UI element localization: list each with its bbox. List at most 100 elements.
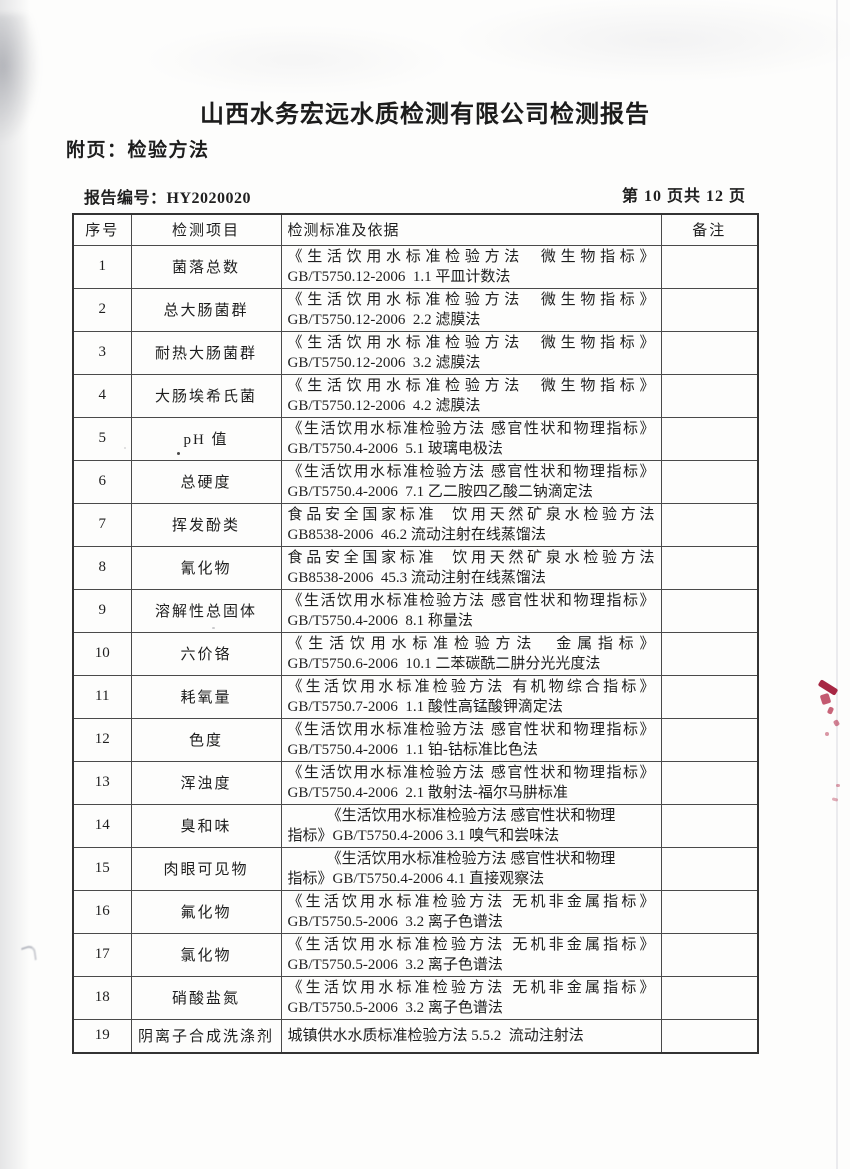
cell-remark bbox=[660, 545, 759, 590]
cell-standard: 《生活饮用水标准检验方法 感官性状和物理指标》 GB/T5750.4-2006 7… bbox=[280, 459, 662, 504]
cell-remark bbox=[660, 975, 759, 1020]
standard-text-line: GB8538-2006 46.2 流动注射在线蒸馏法 bbox=[287, 526, 546, 543]
cell-standard: 《生活饮用水标准检验方法 无机非金属指标》 GB/T5750.5-2006 3.2… bbox=[280, 975, 662, 1020]
appendix-subtitle: 附页：检验方法 bbox=[66, 140, 210, 161]
standard-text-line: GB8538-2006 45.3 流动注射在线蒸馏法 bbox=[287, 569, 546, 586]
cell-seq: 8 bbox=[72, 545, 132, 590]
cell-standard: 《生活饮用水标准检验方法 感官性状和物理指标》 GB/T5750.4-2006 8… bbox=[280, 588, 662, 633]
cell-seq: 11 bbox=[72, 674, 132, 719]
standard-text-line: GB/T5750.4-2006 8.1 称量法 bbox=[287, 612, 473, 629]
cell-standard: 《生活饮用水标准检验方法 金属指标》 GB/T5750.6-2006 10.1 二… bbox=[280, 631, 662, 676]
cell-remark bbox=[660, 889, 759, 934]
cell-seq: 4 bbox=[72, 373, 132, 418]
cell-remark bbox=[660, 717, 759, 762]
cell-item: 色度 bbox=[130, 717, 282, 762]
cell-seq: 2 bbox=[72, 287, 132, 332]
table-row: 12 色度 《生活饮用水标准检验方法 感官性状和物理指标》 GB/T5750.4-… bbox=[72, 717, 759, 762]
table-row: 18 硝酸盐氮 《生活饮用水标准检验方法 无机非金属指标》 GB/T5750.5-… bbox=[72, 975, 759, 1020]
cell-remark bbox=[660, 674, 759, 719]
cell-item: 硝酸盐氮 bbox=[130, 975, 282, 1020]
cell-remark bbox=[660, 588, 759, 633]
cell-item: 六价铬 bbox=[130, 631, 282, 676]
standard-text-line: 食品安全国家标准 饮用天然矿泉水检验方法 bbox=[287, 506, 655, 523]
table-row: 5 pH 值 《生活饮用水标准检验方法 感官性状和物理指标》 GB/T5750.4… bbox=[72, 416, 759, 461]
standard-text-line: 《生活饮用水标准检验方法 金属指标》 bbox=[287, 635, 655, 652]
col-header-remark: 备注 bbox=[660, 213, 759, 246]
standard-text-line: GB/T5750.4-2006 2.1 散射法-福尔马肼标准 bbox=[287, 784, 568, 801]
cell-item: 菌落总数 bbox=[130, 244, 282, 289]
cell-seq: 1 bbox=[72, 244, 132, 289]
table-row: 10 六价铬 《生活饮用水标准检验方法 金属指标》 GB/T5750.6-2006… bbox=[72, 631, 759, 676]
cell-seq: 3 bbox=[72, 330, 132, 375]
cell-item: 肉眼可见物 bbox=[130, 846, 282, 891]
cell-item: 氯化物 bbox=[130, 932, 282, 977]
cell-seq: 18 bbox=[72, 975, 132, 1020]
cell-item: 总硬度 bbox=[130, 459, 282, 504]
standard-text-line: 《生活饮用水标准检验方法 感官性状和物理 bbox=[326, 807, 616, 824]
standard-text-line: GB/T5750.4-2006 7.1 乙二胺四乙酸二钠滴定法 bbox=[287, 483, 593, 500]
table-row: 2 总大肠菌群 《生活饮用水标准检验方法 微生物指标》 GB/T5750.12-2… bbox=[72, 287, 759, 332]
standard-text-line: GB/T5750.12-2006 1.1 平皿计数法 bbox=[287, 268, 511, 285]
standard-text-line: 指标》GB/T5750.4-2006 4.1 直接观察法 bbox=[287, 870, 545, 887]
standard-text-line: 《生活饮用水标准检验方法 感官性状和物理指标》 bbox=[287, 764, 655, 781]
cell-item: 臭和味 bbox=[130, 803, 282, 848]
scan-page-edge-line bbox=[836, 0, 838, 1169]
standard-text-line: 《生活饮用水标准检验方法 感官性状和物理指标》 bbox=[287, 721, 655, 738]
standard-text-line: 《生活饮用水标准检验方法 微生物指标》 bbox=[287, 377, 655, 394]
table-row: 19 阴离子合成洗涤剂 城镇供水水质标准检验方法 5.5.2 流动注射法 bbox=[72, 1018, 759, 1054]
cell-item: 浑浊度 bbox=[130, 760, 282, 805]
cell-seq: 13 bbox=[72, 760, 132, 805]
col-header-standard: 检测标准及依据 bbox=[280, 213, 662, 246]
cell-remark bbox=[660, 846, 759, 891]
cell-item: pH 值 bbox=[130, 416, 282, 461]
cell-seq: 5 bbox=[72, 416, 132, 461]
table-row: 17 氯化物 《生活饮用水标准检验方法 无机非金属指标》 GB/T5750.5-2… bbox=[72, 932, 759, 977]
cell-seq: 6 bbox=[72, 459, 132, 504]
standard-text-line: GB/T5750.7-2006 1.1 酸性高锰酸钾滴定法 bbox=[287, 698, 563, 715]
standard-text-line: GB/T5750.5-2006 3.2 离子色谱法 bbox=[287, 999, 503, 1016]
cell-standard: 《生活饮用水标准检验方法 微生物指标》 GB/T5750.12-2006 4.2 … bbox=[280, 373, 662, 418]
standard-text-line: 《生活饮用水标准检验方法 微生物指标》 bbox=[287, 291, 655, 308]
standard-text-line: GB/T5750.12-2006 3.2 滤膜法 bbox=[287, 354, 481, 371]
cell-remark bbox=[660, 287, 759, 332]
cell-standard: 《生活饮用水标准检验方法 感官性状和物理 指标》GB/T5750.4-2006 4… bbox=[280, 846, 662, 891]
cell-item: 氰化物 bbox=[130, 545, 282, 590]
col-header-item: 检测项目 bbox=[130, 213, 282, 246]
standard-text-line: GB/T5750.6-2006 10.1 二苯碳酰二肼分光光度法 bbox=[287, 655, 601, 672]
standard-text-line: GB/T5750.12-2006 4.2 滤膜法 bbox=[287, 397, 481, 414]
standard-text-line: 指标》GB/T5750.4-2006 3.1 嗅气和尝味法 bbox=[287, 827, 560, 844]
standard-text-line: 城镇供水水质标准检验方法 5.5.2 流动注射法 bbox=[287, 1027, 584, 1044]
standard-text-line: GB/T5750.4-2006 5.1 玻璃电极法 bbox=[287, 440, 503, 457]
cell-standard: 食品安全国家标准 饮用天然矿泉水检验方法 GB8538-2006 45.3 流动注… bbox=[280, 545, 662, 590]
cell-standard: 《生活饮用水标准检验方法 感官性状和物理指标》 GB/T5750.4-2006 5… bbox=[280, 416, 662, 461]
cell-standard: 《生活饮用水标准检验方法 感官性状和物理指标》GB/T5750.4-2006 3… bbox=[280, 803, 662, 848]
standard-text-line: 《生活饮用水标准检验方法 无机非金属指标》 bbox=[287, 936, 655, 953]
standard-text-line: 食品安全国家标准 饮用天然矿泉水检验方法 bbox=[287, 549, 655, 566]
cell-remark bbox=[660, 244, 759, 289]
cell-seq: 16 bbox=[72, 889, 132, 934]
table-row: 7 挥发酚类 食品安全国家标准 饮用天然矿泉水检验方法 GB8538-2006 4… bbox=[72, 502, 759, 547]
page-indicator: 第 10 页共 12 页 bbox=[621, 188, 746, 205]
cell-seq: 15 bbox=[72, 846, 132, 891]
standard-text-line: 《生活饮用水标准检验方法 有机物综合指标》 bbox=[287, 678, 655, 695]
standard-text-line: 《生活饮用水标准检验方法 无机非金属指标》 bbox=[287, 979, 655, 996]
cell-remark bbox=[660, 459, 759, 504]
standard-text-line: 《生活饮用水标准检验方法 无机非金属指标》 bbox=[287, 893, 655, 910]
table-header-row: 序号 检测项目 检测标准及依据 备注 bbox=[72, 213, 759, 246]
table-row: 1 菌落总数 《生活饮用水标准检验方法 微生物指标》 GB/T5750.12-20… bbox=[72, 244, 759, 289]
table-row: 16 氟化物 《生活饮用水标准检验方法 无机非金属指标》 GB/T5750.5-2… bbox=[72, 889, 759, 934]
red-ink-stamp-artifact bbox=[812, 679, 848, 810]
scan-corner-smudge bbox=[0, 14, 40, 144]
cell-standard: 城镇供水水质标准检验方法 5.5.2 流动注射法 bbox=[280, 1018, 662, 1054]
standard-text-line: 《生活饮用水标准检验方法 感官性状和物理指标》 bbox=[287, 463, 655, 480]
cell-standard: 《生活饮用水标准检验方法 微生物指标》 GB/T5750.12-2006 2.2 … bbox=[280, 287, 662, 332]
table-row: 15 肉眼可见物 《生活饮用水标准检验方法 感官性状和物理 指标》GB/T5750… bbox=[72, 846, 759, 891]
table-row: 3 耐热大肠菌群 《生活饮用水标准检验方法 微生物指标》 GB/T5750.12-… bbox=[72, 330, 759, 375]
cell-remark bbox=[660, 330, 759, 375]
table-row: 4 大肠埃希氏菌 《生活饮用水标准检验方法 微生物指标》 GB/T5750.12-… bbox=[72, 373, 759, 418]
scan-left-edge-shadow bbox=[0, 0, 30, 1169]
cell-standard: 《生活饮用水标准检验方法 有机物综合指标》 GB/T5750.7-2006 1.1… bbox=[280, 674, 662, 719]
cell-standard: 《生活饮用水标准检验方法 感官性状和物理指标》 GB/T5750.4-2006 2… bbox=[280, 760, 662, 805]
cell-item: 挥发酚类 bbox=[130, 502, 282, 547]
table-row: 6 总硬度 《生活饮用水标准检验方法 感官性状和物理指标》 GB/T5750.4-… bbox=[72, 459, 759, 504]
